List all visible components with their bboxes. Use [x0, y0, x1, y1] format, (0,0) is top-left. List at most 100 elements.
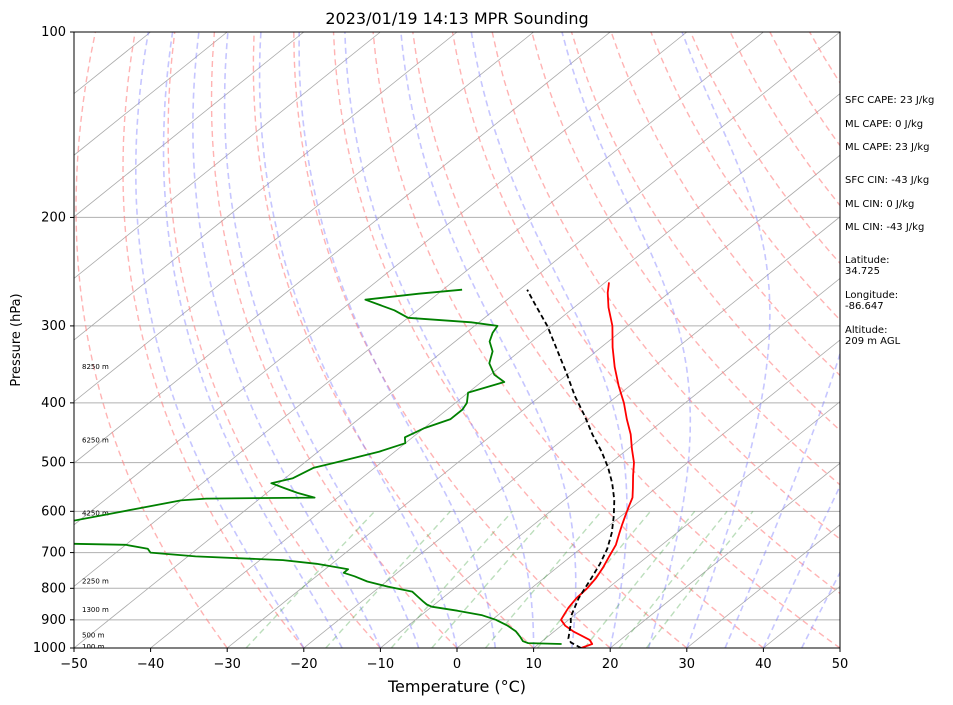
moist-adiabat: [298, 32, 497, 648]
mixing-ratio-line: [390, 510, 513, 648]
moist-adiabat: [724, 32, 840, 648]
height-label: 6250 m: [82, 436, 109, 444]
x-tick-label: 0: [453, 657, 461, 672]
x-tick-label: −40: [137, 657, 164, 672]
mixing-ratio-line: [583, 510, 696, 648]
moist-adiabat: [192, 32, 382, 648]
isotherm: [74, 32, 611, 464]
isotherm: [303, 216, 840, 648]
chart-title: 2023/01/19 14:13 MPR Sounding: [325, 9, 588, 28]
x-tick-label: 40: [755, 657, 772, 672]
isotherm: [74, 32, 688, 526]
dry-adiabat: [167, 32, 381, 648]
altitude-value: 209 m AGL: [845, 336, 901, 347]
dry-adiabat: [610, 32, 840, 377]
height-label: 100 m: [82, 643, 105, 651]
height-labels: 100 m 500 m 1300 m 2250 m 4250 m 6250 m 8250 m: [82, 363, 109, 651]
dry-adiabat: [252, 32, 535, 648]
y-tick-label: 300: [41, 319, 66, 334]
dry-adiabat: [122, 32, 305, 648]
mixing-ratio-line: [618, 510, 728, 648]
moist-adiabat: [561, 32, 692, 648]
mixing-ratio-line: [536, 510, 652, 648]
height-label: 1300 m: [82, 606, 109, 614]
moist-adiabat: [681, 32, 771, 648]
mixing-ratio-line: [325, 510, 451, 648]
x-tick-label: −20: [290, 657, 317, 672]
x-tick-label: −30: [213, 657, 240, 672]
y-tick-label: 600: [41, 504, 66, 519]
x-tick-label: 20: [602, 657, 619, 672]
height-label: 2250 m: [82, 578, 109, 586]
latitude-block: Latitude: 34.725: [845, 255, 890, 277]
dry-adiabat: [412, 32, 840, 648]
x-tick-label: −50: [60, 657, 87, 672]
dry-adiabat: [650, 32, 840, 321]
longitude-label: Longitude:: [845, 290, 899, 301]
latitude-value: 34.725: [845, 266, 880, 277]
isotherm: [609, 462, 840, 648]
altitude-block: Altitude: 209 m AGL: [845, 325, 900, 347]
x-tick-label: 50: [832, 657, 849, 672]
isotherm: [74, 32, 534, 403]
dry-adiabat: [451, 32, 840, 595]
longitude-value: -86.647: [845, 301, 884, 312]
dry-adiabat: [293, 32, 611, 648]
height-label: 8250 m: [82, 363, 109, 371]
temperature-trace: [560, 282, 635, 648]
x-tick-label: 10: [525, 657, 542, 672]
height-label: 4250 m: [82, 510, 109, 518]
moist-adiabat: [258, 32, 458, 648]
dry-adiabat: [75, 32, 228, 648]
isotherm: [456, 339, 840, 648]
y-tick-label: 400: [41, 396, 66, 411]
ml-cin-label: ML CIN: 0 J/kg: [845, 199, 915, 210]
sfc-cin-label: SFC CIN: -43 J/kg: [845, 175, 930, 186]
isotherm: [226, 154, 840, 648]
isotherm: [74, 32, 840, 648]
moist-adiabat: [223, 32, 420, 648]
y-tick-label: 1000: [33, 641, 66, 656]
isotherm: [150, 93, 840, 648]
sfc-cape-label: SFC CAPE: 23 J/kg: [845, 95, 935, 106]
moist-adiabat: [470, 32, 628, 648]
altitude-label: Altitude:: [845, 325, 888, 336]
mixing-ratio-line: [431, 510, 552, 648]
y-axis-label: Pressure (hPa): [9, 293, 24, 386]
dry-adiabat: [570, 32, 840, 432]
isotherm: [380, 277, 840, 648]
moist-adiabat: [162, 32, 343, 648]
isotherm: [74, 32, 458, 341]
mixing-ratio-line: [245, 510, 376, 648]
isotherm: [74, 32, 305, 218]
y-tick-label: 900: [41, 613, 66, 628]
y-tick-label: 200: [41, 210, 66, 225]
y-tick-label: 800: [41, 581, 66, 596]
isotherm: [686, 524, 840, 648]
dewpoint-trace: [74, 288, 562, 645]
moist-adiabat: [344, 32, 535, 648]
dry-adiabat: [929, 32, 953, 648]
isotherm: [74, 32, 228, 156]
dry-adiabat: [210, 32, 458, 648]
y-tick-label: 700: [41, 546, 66, 561]
isotherm: [533, 401, 840, 648]
mixing-ratio-line: [645, 510, 754, 648]
dry-adiabat: [372, 32, 764, 648]
background-lines: [74, 32, 953, 648]
ml-cape-label-2: ML CAPE: 23 J/kg: [845, 142, 930, 153]
ml-cape-label: ML CAPE: 0 J/kg: [845, 119, 924, 130]
sounding-traces: [74, 282, 635, 648]
mixing-ratio-line: [484, 510, 602, 648]
y-tick-label: 500: [41, 456, 66, 471]
isotherm: [74, 32, 381, 279]
x-tick-label: −10: [367, 657, 394, 672]
x-tick-label: 30: [679, 657, 696, 672]
x-axis-label: Temperature (°C): [387, 677, 526, 696]
height-label: 500 m: [82, 632, 105, 640]
y-tick-label: 100: [41, 25, 66, 40]
dry-adiabat: [332, 32, 688, 648]
parcel-trace: [526, 289, 616, 648]
